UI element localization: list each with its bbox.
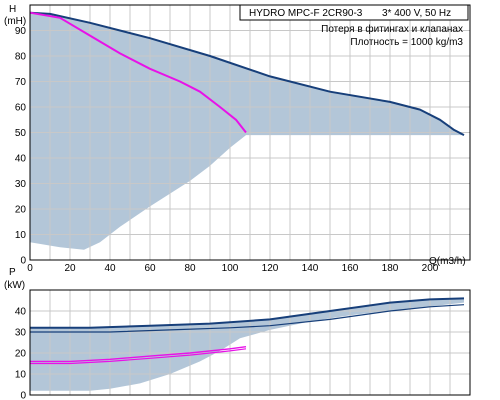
bot-y-tick-label: 0 xyxy=(20,391,26,400)
top-y-tick-label: 10 xyxy=(15,230,27,241)
top-operating-range-band xyxy=(30,12,464,250)
top-x-tick-label: 200 xyxy=(422,263,439,274)
power-axis-unit: (kW) xyxy=(4,280,25,291)
head-axis-label: H xyxy=(9,4,16,15)
top-x-tick-label: 40 xyxy=(104,263,116,274)
top-x-tick-label: 0 xyxy=(27,263,33,274)
info-box xyxy=(239,4,469,21)
flow-axis-label: Q(m3/h) xyxy=(429,256,466,267)
bot-y-tick-label: 30 xyxy=(15,328,27,339)
head-curve-plot: 0 10 20 30 40 50 60 70 80 90 0 20 40 60 80 100 120 140 160… xyxy=(4,4,471,274)
bot-curve-1 xyxy=(30,297,465,329)
top-y-tick-label: 90 xyxy=(15,26,27,37)
head-axis-unit: (mH) xyxy=(4,16,26,27)
top-x-tick-label: 140 xyxy=(302,263,319,274)
top-x-tick-label: 180 xyxy=(382,263,399,274)
density-note: Плотность = 1000 kg/m3 xyxy=(350,37,463,48)
bot-curve-3 xyxy=(30,346,247,363)
top-y-tick-label: 60 xyxy=(15,103,27,114)
top-x-tick-label: 60 xyxy=(144,263,156,274)
top-curve-2 xyxy=(29,11,247,134)
top-y-tick-label: 80 xyxy=(15,52,27,63)
power-axis-label: P xyxy=(9,267,16,278)
top-y-tick-label: 50 xyxy=(15,128,27,139)
top-x-tick-label: 120 xyxy=(262,263,279,274)
bot-y-tick-label: 10 xyxy=(15,370,27,381)
top-y-tick-label: 0 xyxy=(20,256,26,267)
bot-y-tick-label: 40 xyxy=(15,307,27,318)
fitting-loss-note: Потеря в фитингах и клапанах xyxy=(321,23,463,35)
bot-curve-4 xyxy=(30,348,247,365)
top-y-tick-label: 40 xyxy=(15,154,27,165)
top-curve-1 xyxy=(29,11,465,136)
supply-label: 3* 400 V, 50 Hz xyxy=(382,8,451,19)
top-y-tick-label: 20 xyxy=(15,205,27,216)
top-x-tick-label: 20 xyxy=(64,263,76,274)
bot-y-tick-label: 20 xyxy=(15,349,27,360)
top-x-tick-label: 100 xyxy=(222,263,239,274)
pump-model-label: HYDRO MPC-F 2CR90-3 xyxy=(249,8,363,19)
bot-operating-range-band xyxy=(30,298,464,391)
top-x-tick-label: 80 xyxy=(184,263,196,274)
top-y-tick-label: 70 xyxy=(15,77,27,88)
top-y-tick-label: 30 xyxy=(15,179,27,190)
power-curve-plot: 0 10 20 30 40 P (kW) xyxy=(4,267,471,400)
power-plot-border xyxy=(29,289,471,396)
bot-curve-2 xyxy=(30,304,465,333)
top-x-tick-label: 160 xyxy=(342,263,359,274)
